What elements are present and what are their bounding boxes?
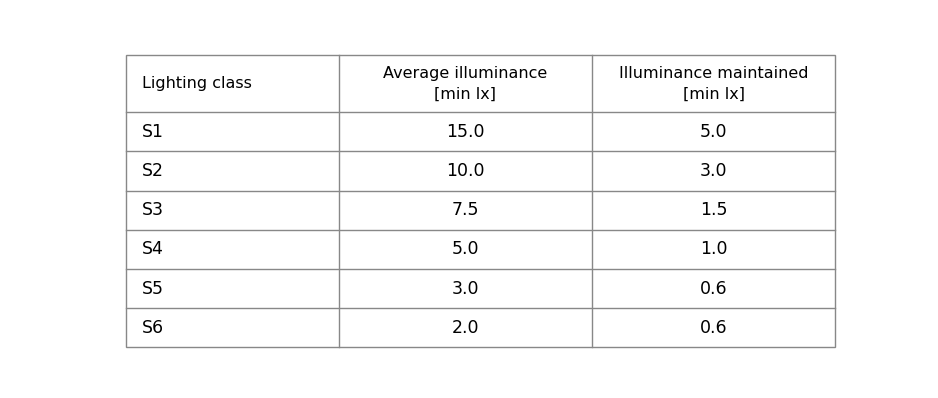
Text: 3.0: 3.0	[700, 162, 728, 180]
Text: Average illuminance
[min lx]: Average illuminance [min lx]	[384, 66, 548, 102]
Text: 0.6: 0.6	[700, 319, 728, 337]
Text: S5: S5	[142, 280, 164, 298]
Text: 1.5: 1.5	[700, 201, 728, 219]
Text: 2.0: 2.0	[452, 319, 479, 337]
Text: Lighting class: Lighting class	[142, 76, 251, 91]
Text: S2: S2	[142, 162, 164, 180]
Text: 10.0: 10.0	[446, 162, 485, 180]
Text: 1.0: 1.0	[700, 240, 728, 258]
Text: S1: S1	[142, 123, 164, 141]
Text: 5.0: 5.0	[452, 240, 479, 258]
Text: S3: S3	[142, 201, 164, 219]
Text: 7.5: 7.5	[452, 201, 479, 219]
Text: 5.0: 5.0	[700, 123, 728, 141]
Text: Illuminance maintained
[min lx]: Illuminance maintained [min lx]	[619, 66, 809, 102]
Text: 0.6: 0.6	[700, 280, 728, 298]
Text: 15.0: 15.0	[446, 123, 485, 141]
Text: S6: S6	[142, 319, 164, 337]
Text: 3.0: 3.0	[452, 280, 479, 298]
Text: S4: S4	[142, 240, 164, 258]
